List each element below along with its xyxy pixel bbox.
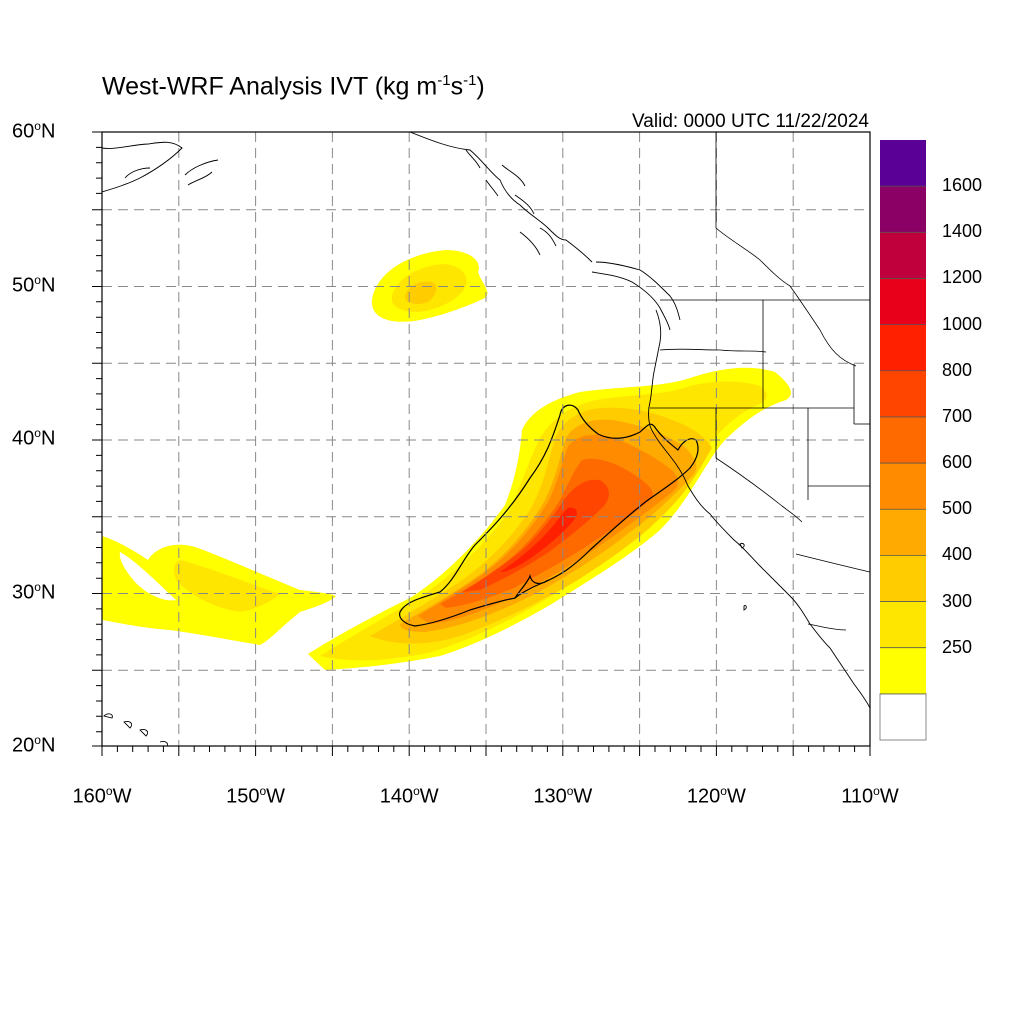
ivt-river-1000	[500, 507, 577, 572]
lon-label: 140oW	[379, 784, 439, 808]
colorbar-label: 500	[942, 498, 973, 519]
lat-label: 60oN	[12, 119, 56, 143]
colorbar-box	[880, 647, 926, 694]
colorbar-label: 1000	[942, 313, 983, 334]
ivt-shading	[102, 250, 791, 670]
valid-time: Valid: 0000 UTC 11/22/2024	[632, 111, 869, 132]
colorbar-label: 1400	[942, 221, 983, 242]
lon-label: 160oW	[72, 784, 132, 808]
colorbar-box	[880, 555, 926, 602]
coastlines	[102, 132, 870, 746]
colorbar-box	[880, 370, 926, 417]
colorbar-label: 250	[942, 636, 973, 657]
gridlines	[102, 132, 870, 746]
colorbar-box	[880, 509, 926, 556]
lat-label: 40oN	[12, 426, 56, 450]
colorbar-box	[880, 232, 926, 279]
colorbar	[879, 140, 927, 741]
colorbar-box	[880, 416, 926, 464]
ivt-band-west-core	[173, 560, 280, 612]
colorbar-label: 300	[942, 590, 973, 611]
colorbar-label: 400	[942, 544, 973, 565]
lon-label: 120oW	[686, 784, 746, 808]
lon-label: 110oW	[841, 784, 899, 808]
ivt-band-west-gap	[119, 552, 176, 601]
colorbar-box	[879, 693, 927, 741]
colorbar-box	[880, 601, 926, 648]
colorbar-label: 1200	[942, 267, 983, 288]
colorbar-label: 700	[942, 405, 973, 426]
colorbar-label: 1600	[942, 175, 983, 196]
borders	[650, 132, 870, 631]
colorbar-box	[880, 186, 926, 233]
colorbar-box	[880, 140, 926, 187]
lon-label: 150oW	[226, 784, 286, 808]
colorbar-box	[880, 278, 926, 325]
colorbar-label: 800	[942, 359, 973, 380]
axis-ticks	[92, 131, 871, 756]
lat-label: 50oN	[12, 272, 56, 297]
colorbar-box	[880, 324, 926, 371]
ivt-blob-north-core2	[404, 281, 437, 304]
ivt-contour-notch	[514, 573, 549, 599]
colorbar-label: 600	[942, 452, 973, 473]
colorbar-box	[880, 463, 926, 510]
lat-label: 20oN	[12, 733, 56, 757]
lat-label: 30oN	[12, 579, 56, 604]
map-title: West-WRF Analysis IVT (kg m-1s-1)	[102, 72, 485, 101]
lon-label: 130oW	[533, 784, 593, 808]
